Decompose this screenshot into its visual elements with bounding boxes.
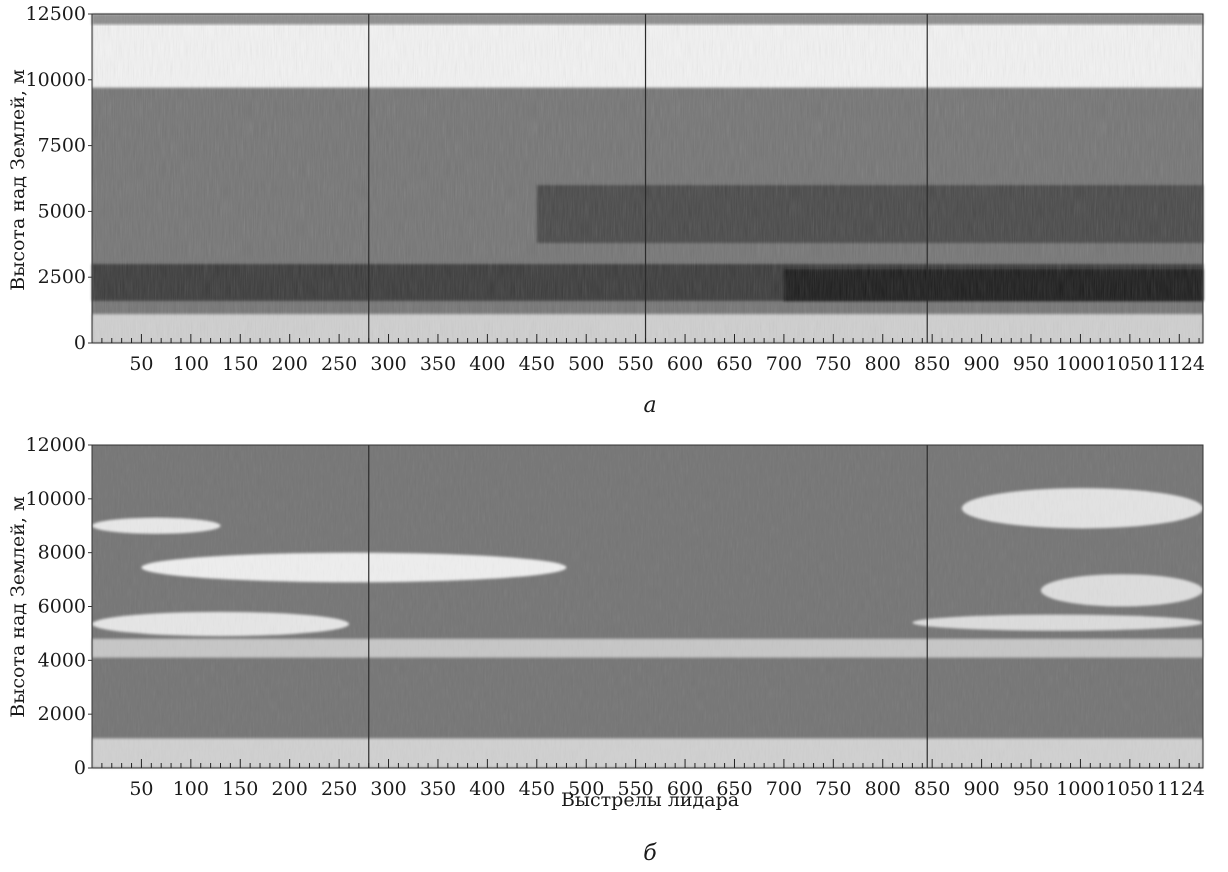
x-tick-label: 1050 xyxy=(1106,353,1154,375)
y-tick-label: 10000 xyxy=(26,488,86,510)
x-tick-label: 450 xyxy=(519,353,555,375)
x-tick-label: 1000 xyxy=(1056,353,1104,375)
y-tick-label: 8000 xyxy=(38,542,86,564)
x-tick-label: 300 xyxy=(370,353,406,375)
y-tick-label: 6000 xyxy=(38,596,86,618)
y-tick-label: 4000 xyxy=(38,649,86,671)
x-tick-label: 350 xyxy=(420,778,456,800)
x-tick-label: 550 xyxy=(618,353,654,375)
x-tick-label: 800 xyxy=(865,353,901,375)
y-tick-label: 0 xyxy=(74,757,86,779)
x-tick-label: 150 xyxy=(222,353,258,375)
x-tick-label: 450 xyxy=(519,778,555,800)
x-tick-label: 500 xyxy=(568,353,604,375)
y-tick-label: 12000 xyxy=(26,434,86,456)
x-tick-label: 1124 xyxy=(1157,353,1205,375)
x-tick-label: 1050 xyxy=(1106,778,1154,800)
x-tick-label: 1124 xyxy=(1157,778,1205,800)
y-tick-label: 5000 xyxy=(38,200,86,222)
panel-a-chart: 0 2500 5000 7500 10000 12500 50 100 150 200 250 30… xyxy=(7,3,1205,418)
y-tick-label: 0 xyxy=(74,332,86,354)
x-tick-label: 200 xyxy=(272,353,308,375)
x-tick-label: 700 xyxy=(766,778,802,800)
x-tick-label: 350 xyxy=(420,353,456,375)
noise-texture xyxy=(92,14,1203,343)
panel-b-y-axis: 0 2000 4000 6000 8000 10000 12000 xyxy=(26,434,92,779)
y-tick-label: 7500 xyxy=(38,135,86,157)
y-tick-label: 2000 xyxy=(38,703,86,725)
noise-texture xyxy=(92,445,1203,768)
x-tick-label: 950 xyxy=(1013,353,1049,375)
x-tick-label: 750 xyxy=(815,353,851,375)
panel-b-letter: б xyxy=(643,841,657,866)
x-tick-label: 900 xyxy=(963,353,999,375)
x-tick-label: 600 xyxy=(667,353,703,375)
panel-a-plot-area xyxy=(92,14,1203,343)
x-tick-label: 850 xyxy=(914,353,950,375)
panel-a-letter: а xyxy=(643,393,656,418)
x-tick-label: 300 xyxy=(370,778,406,800)
x-tick-label: 100 xyxy=(173,778,209,800)
x-tick-label: 200 xyxy=(272,778,308,800)
panel-b-y-axis-label: Высота над Землей, м xyxy=(7,496,29,718)
x-tick-label: 800 xyxy=(865,778,901,800)
x-tick-label: 50 xyxy=(129,353,153,375)
panel-b-x-axis-label: Выстрелы лидара xyxy=(561,789,739,811)
y-tick-label: 10000 xyxy=(26,69,86,91)
panel-a-y-axis: 0 2500 5000 7500 10000 12500 xyxy=(26,3,92,354)
x-tick-label: 400 xyxy=(469,353,505,375)
x-tick-label: 650 xyxy=(716,353,752,375)
x-tick-label: 1000 xyxy=(1056,778,1104,800)
panel-a-y-axis-label: Высота над Землей, м xyxy=(7,69,29,291)
x-tick-label: 250 xyxy=(321,778,357,800)
x-tick-label: 850 xyxy=(914,778,950,800)
x-tick-label: 150 xyxy=(222,778,258,800)
y-tick-label: 2500 xyxy=(38,266,86,288)
x-tick-label: 50 xyxy=(129,778,153,800)
x-tick-label: 400 xyxy=(469,778,505,800)
x-tick-label: 100 xyxy=(173,353,209,375)
x-tick-label: 950 xyxy=(1013,778,1049,800)
x-tick-label: 250 xyxy=(321,353,357,375)
x-tick-label: 900 xyxy=(963,778,999,800)
x-tick-label: 750 xyxy=(815,778,851,800)
panel-b-chart: 0 2000 4000 6000 8000 10000 12000 50 100 150 200 2… xyxy=(7,434,1205,866)
panel-b-plot-area xyxy=(92,445,1203,768)
y-tick-label: 12500 xyxy=(26,3,86,25)
x-tick-label: 700 xyxy=(766,353,802,375)
